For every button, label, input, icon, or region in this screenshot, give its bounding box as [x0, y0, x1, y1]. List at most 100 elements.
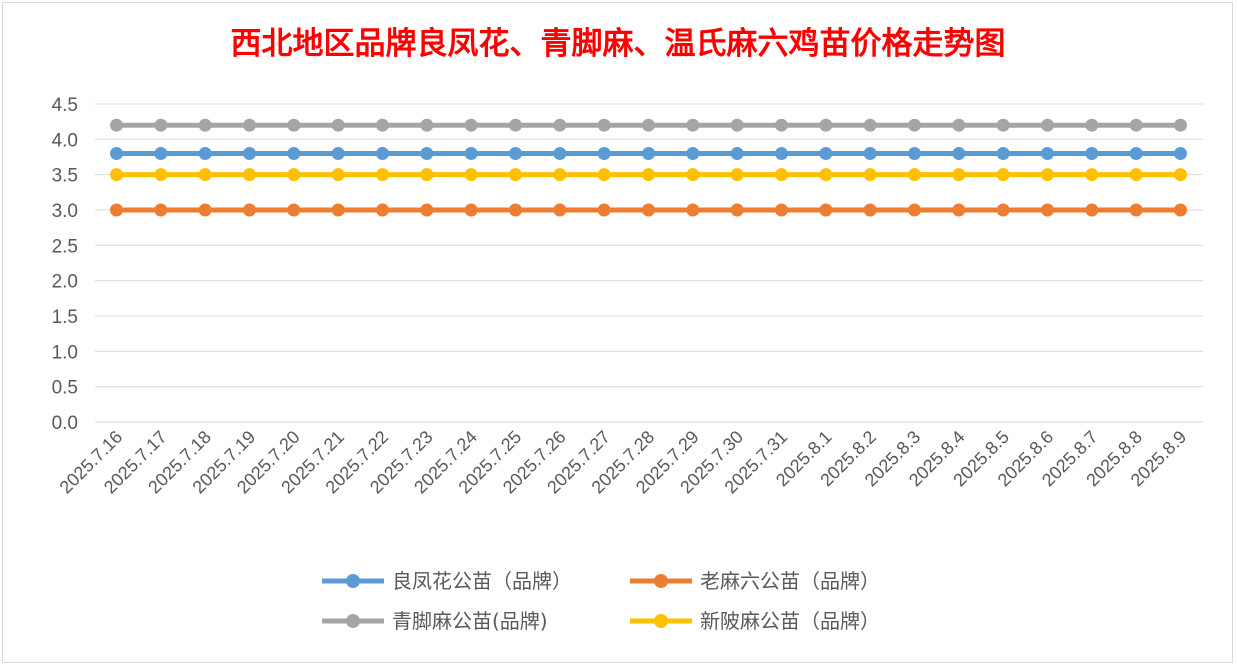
data-point: [730, 203, 744, 217]
y-axis-ticks: 0.0 0.5 1.0 1.5 2.0 2.5 3.0 3.5 4.0 4.5: [52, 95, 78, 434]
data-point: [908, 203, 921, 217]
data-point: [420, 118, 434, 132]
legend: 良凤花公苗（品牌） 老麻六公苗（品牌） 青脚麻公苗(品牌) 新陂麻公苗（品牌）: [322, 569, 880, 633]
x-axis-ticks: 2025.7.162025.7.172025.7.182025.7.192025…: [56, 427, 1191, 498]
data-point: [863, 146, 877, 160]
data-point: [1041, 146, 1054, 160]
data-point: [509, 168, 522, 182]
data-point: [198, 168, 212, 182]
legend-label: 青脚麻公苗(品牌): [392, 609, 548, 633]
data-point: [1041, 203, 1054, 217]
data-point: [331, 118, 345, 132]
data-point: [952, 168, 966, 182]
data-point: [509, 203, 522, 217]
data-point: [110, 146, 123, 160]
y-tick-label: 1.5: [52, 307, 78, 328]
data-point: [1174, 168, 1187, 182]
legend-swatch-marker: [654, 614, 668, 628]
y-tick-label: 2.0: [52, 272, 78, 293]
data-point: [952, 118, 966, 132]
data-point: [110, 118, 123, 132]
data-point: [243, 203, 256, 217]
legend-swatch-marker: [654, 574, 668, 588]
data-point: [376, 146, 389, 160]
legend-swatch-marker: [346, 574, 360, 588]
legend-item: 老麻六公苗（品牌）: [630, 569, 880, 593]
data-point: [376, 203, 389, 217]
y-tick-label: 3.5: [52, 166, 78, 187]
data-point: [1174, 118, 1187, 132]
data-point: [686, 118, 700, 132]
data-point: [686, 168, 700, 182]
data-point: [775, 168, 788, 182]
data-point: [287, 118, 301, 132]
data-point: [597, 146, 611, 160]
data-point: [775, 118, 788, 132]
chart-title: 西北地区品牌良凤花、青脚麻、温氏麻六鸡苗价格走势图: [231, 26, 1006, 62]
data-point: [420, 146, 434, 160]
data-point: [996, 168, 1010, 182]
data-point: [908, 168, 921, 182]
data-point: [1085, 118, 1099, 132]
data-point: [464, 203, 478, 217]
legend-item: 青脚麻公苗(品牌): [322, 609, 548, 633]
data-point: [243, 118, 256, 132]
data-point: [110, 168, 123, 182]
data-point: [376, 168, 389, 182]
data-point: [819, 146, 833, 160]
data-point: [642, 146, 655, 160]
data-point: [863, 168, 877, 182]
data-point: [642, 203, 655, 217]
legend-label: 新陂麻公苗（品牌）: [700, 609, 880, 633]
data-point: [1129, 168, 1143, 182]
data-point: [464, 118, 478, 132]
data-point: [642, 118, 655, 132]
data-point: [597, 203, 611, 217]
data-point: [331, 203, 345, 217]
legend-label: 老麻六公苗（品牌）: [700, 569, 880, 593]
data-point: [464, 168, 478, 182]
data-point: [908, 118, 921, 132]
data-point: [775, 146, 788, 160]
series-1: [110, 203, 1187, 217]
data-point: [553, 146, 567, 160]
data-point: [1174, 146, 1187, 160]
data-point: [376, 118, 389, 132]
data-point: [863, 203, 877, 217]
data-point: [1129, 203, 1143, 217]
data-point: [553, 118, 567, 132]
legend-item: 新陂麻公苗（品牌）: [630, 609, 880, 633]
y-tick-label: 4.0: [52, 130, 78, 151]
data-point: [1129, 118, 1143, 132]
data-point: [996, 203, 1010, 217]
data-point: [331, 146, 345, 160]
data-point: [642, 168, 655, 182]
series-layer: [110, 118, 1187, 217]
data-point: [509, 118, 522, 132]
data-point: [686, 146, 700, 160]
data-point: [553, 168, 567, 182]
data-point: [730, 146, 744, 160]
data-point: [331, 168, 345, 182]
y-tick-label: 1.0: [52, 342, 78, 363]
data-point: [1041, 118, 1054, 132]
data-point: [287, 203, 301, 217]
data-point: [287, 168, 301, 182]
data-point: [154, 168, 168, 182]
data-point: [420, 168, 434, 182]
data-point: [154, 146, 168, 160]
data-point: [509, 146, 522, 160]
data-point: [686, 203, 700, 217]
data-point: [996, 146, 1010, 160]
series-0: [110, 146, 1187, 160]
data-point: [952, 146, 966, 160]
y-tick-label: 2.5: [52, 236, 78, 257]
data-point: [952, 203, 966, 217]
data-point: [1085, 203, 1099, 217]
data-point: [1174, 203, 1187, 217]
data-point: [597, 168, 611, 182]
y-tick-label: 3.0: [52, 201, 78, 222]
data-point: [287, 146, 301, 160]
